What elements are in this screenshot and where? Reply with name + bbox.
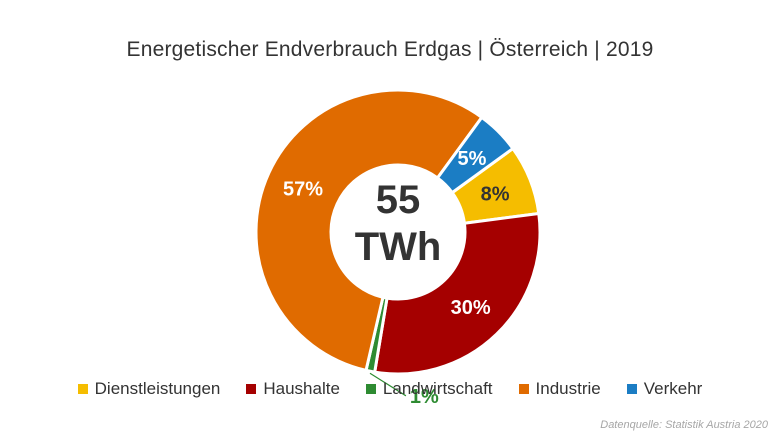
legend-swatch: [626, 384, 637, 394]
source-note: Datenquelle: Statistik Austria 2020: [600, 419, 768, 431]
legend-swatch: [365, 384, 376, 394]
legend-item-landwirtschaft: Landwirtschaft: [365, 379, 493, 399]
slice-label-landwirtschaft: 1%: [410, 386, 439, 408]
legend-item-verkehr: Verkehr: [626, 379, 703, 399]
legend-label: Landwirtschaft: [382, 379, 493, 398]
legend-label: Haushalte: [263, 379, 340, 398]
donut-slices: [254, 88, 542, 376]
legend-label: Verkehr: [643, 379, 703, 398]
legend-label: Industrie: [535, 379, 601, 398]
slice-haushalte: [372, 211, 542, 376]
legend-item-haushalte: Haushalte: [246, 379, 340, 399]
legend: Dienstleistungen Haushalte Landwirtschaf…: [0, 379, 780, 399]
legend-label: Dienstleistungen: [94, 379, 221, 398]
slice-industrie: [254, 88, 484, 373]
slice-label-industrie: 57%: [283, 179, 323, 201]
legend-swatch: [246, 384, 257, 394]
chart-title: Energetischer Endverbrauch Erdgas | Öste…: [126, 38, 654, 61]
center-value: 55: [376, 178, 421, 222]
legend-swatch: [518, 384, 529, 394]
slice-labels: 8% 30% 1% 57% 5%: [283, 148, 510, 408]
center-unit: TWh: [355, 225, 442, 269]
legend-item-industrie: Industrie: [518, 379, 601, 399]
slice-label-haushalte: 30%: [451, 297, 491, 319]
slice-verkehr: [435, 115, 515, 195]
slice-label-verkehr: 5%: [458, 148, 487, 170]
legend-item-dienstleistungen: Dienstleistungen: [77, 379, 221, 399]
legend-swatch: [77, 384, 88, 394]
leader-line: [369, 372, 407, 397]
slice-label-dienstleistungen: 8%: [481, 183, 510, 205]
